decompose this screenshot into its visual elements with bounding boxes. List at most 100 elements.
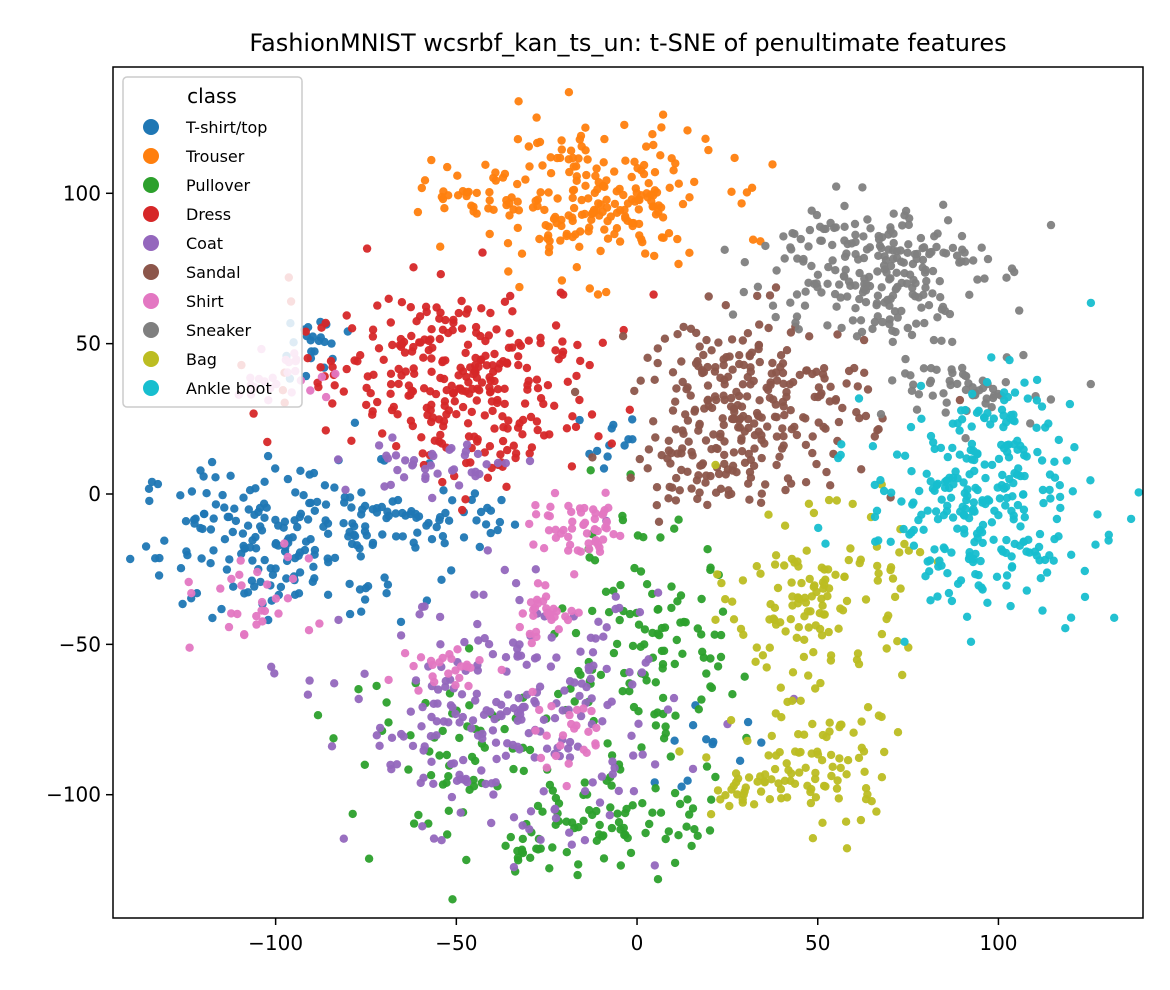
data-point <box>771 283 781 292</box>
data-point <box>670 788 680 798</box>
data-point <box>454 481 464 490</box>
data-point <box>1104 530 1114 539</box>
data-point <box>490 349 499 359</box>
data-point <box>677 782 686 791</box>
data-point <box>500 399 509 409</box>
data-point <box>454 308 463 318</box>
data-point <box>447 654 456 663</box>
data-point <box>664 229 674 238</box>
data-point <box>826 481 835 490</box>
data-point <box>927 247 936 257</box>
data-point <box>1010 539 1019 549</box>
data-point <box>650 375 659 384</box>
data-point <box>735 351 744 360</box>
data-point <box>900 539 909 549</box>
data-point <box>235 570 244 579</box>
legend-marker <box>143 235 159 251</box>
data-point <box>793 557 802 566</box>
data-point <box>562 848 571 857</box>
data-point <box>720 380 729 389</box>
data-point <box>772 266 781 275</box>
data-point <box>615 603 624 613</box>
data-point <box>427 400 436 409</box>
data-point <box>1035 556 1044 565</box>
data-point <box>792 290 802 299</box>
data-point <box>744 423 753 433</box>
data-point <box>947 365 956 374</box>
data-point <box>529 611 538 620</box>
data-point <box>513 135 523 144</box>
data-point <box>552 653 561 662</box>
data-point <box>986 420 995 429</box>
data-point <box>392 760 402 769</box>
data-point <box>953 524 962 533</box>
data-point <box>584 227 593 236</box>
data-point <box>362 244 372 253</box>
data-point <box>321 426 330 435</box>
data-point <box>955 450 964 459</box>
data-point <box>1032 396 1042 405</box>
data-point <box>823 279 832 288</box>
data-point <box>531 501 540 510</box>
data-point <box>771 709 780 718</box>
legend-label: Pullover <box>186 176 251 195</box>
data-point <box>892 284 901 293</box>
data-point <box>842 844 852 853</box>
data-point <box>647 197 656 206</box>
data-point <box>436 308 445 317</box>
data-point <box>982 378 992 387</box>
data-point <box>409 263 418 272</box>
data-point <box>842 596 852 606</box>
data-point <box>448 466 457 475</box>
x-tick-label: 50 <box>805 931 830 955</box>
data-point <box>943 216 953 225</box>
data-point <box>355 585 365 594</box>
data-point <box>455 718 464 727</box>
data-point <box>730 153 739 163</box>
data-point <box>433 469 442 478</box>
data-point <box>905 270 915 279</box>
data-point <box>240 589 249 598</box>
data-point <box>422 521 431 530</box>
data-point <box>565 737 575 747</box>
data-point <box>755 357 764 367</box>
data-point <box>357 510 366 519</box>
data-point <box>651 433 660 442</box>
data-point <box>406 731 415 740</box>
data-point <box>804 242 813 251</box>
data-point <box>628 415 637 424</box>
data-point <box>656 808 666 817</box>
data-point <box>478 248 487 257</box>
data-point <box>804 278 813 287</box>
data-point <box>739 287 748 297</box>
data-point <box>666 459 675 468</box>
data-point <box>727 187 736 196</box>
data-point <box>873 426 882 435</box>
data-point <box>811 684 820 693</box>
data-point <box>1002 273 1011 282</box>
data-point <box>1000 396 1009 405</box>
data-point <box>220 503 229 512</box>
data-point <box>831 266 840 275</box>
data-point <box>464 432 474 441</box>
data-point <box>455 673 464 683</box>
data-point <box>808 432 817 441</box>
data-point <box>633 195 643 204</box>
data-point <box>782 346 792 355</box>
data-point <box>906 371 915 380</box>
data-point <box>533 384 543 393</box>
data-point <box>764 510 773 519</box>
data-point <box>447 759 456 769</box>
data-point <box>669 693 679 703</box>
data-point <box>538 161 547 170</box>
data-point <box>727 335 737 344</box>
data-point <box>808 369 817 379</box>
data-point <box>1010 388 1020 397</box>
data-point <box>675 799 685 809</box>
data-point <box>388 433 397 442</box>
data-point <box>487 818 496 828</box>
data-point <box>851 230 860 239</box>
data-point <box>682 385 691 394</box>
data-point <box>524 336 533 345</box>
data-point <box>855 268 864 278</box>
